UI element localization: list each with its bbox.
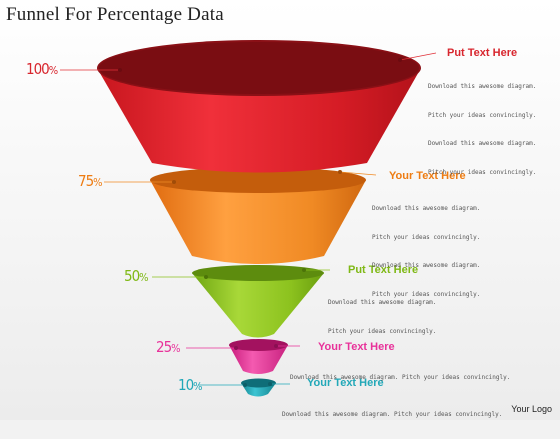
stage-description-25: Download this awesome diagram. Pitch you…: [290, 354, 510, 402]
funnel-stage-75: [150, 167, 366, 264]
logo-text: Your Logo: [511, 404, 552, 414]
funnel-stage-25: [229, 339, 288, 374]
description-line: Download this awesome diagram.: [372, 262, 481, 269]
percent-label-75: 75%: [78, 172, 103, 190]
funnel-stage-10: [241, 378, 276, 397]
description-line: Download this awesome diagram.: [328, 299, 437, 306]
description-line: Pitch your ideas convincingly.: [428, 168, 537, 176]
description-line: Download this awesome diagram.: [372, 205, 481, 212]
description-line: Download this awesome diagram. Pitch you…: [290, 374, 511, 381]
percent-label-100: 100%: [26, 60, 58, 78]
stage-heading-25: Your Text Here: [318, 341, 395, 353]
leader-lines: [60, 52, 437, 387]
funnel-stage-100: [97, 40, 421, 173]
slide: Funnel For Percentage Data: [0, 0, 560, 420]
funnel-diagram: [60, 40, 437, 397]
stage-heading-10: Your Text Here: [307, 377, 384, 389]
percent-label-50: 50%: [124, 267, 149, 285]
description-line: Pitch your ideas convincingly.: [328, 327, 437, 335]
description-line: Pitch your ideas convincingly.: [372, 233, 481, 241]
stage-heading-75: Your Text Here: [389, 170, 466, 182]
stage-description-50: Download this awesome diagram. Pitch you…: [328, 279, 436, 355]
percent-label-10: 10%: [178, 376, 203, 394]
stage-description-75: Download this awesome diagram. Pitch you…: [372, 185, 480, 318]
description-line: Pitch your ideas convincingly.: [372, 290, 481, 298]
stage-description-100: Download this awesome diagram. Pitch you…: [428, 63, 536, 196]
stage-heading-50: Put Text Here: [348, 264, 419, 276]
funnel-stage-50: [192, 265, 324, 338]
description-line: Pitch your ideas convincingly.: [428, 111, 537, 119]
slide-title: Funnel For Percentage Data: [6, 4, 224, 25]
description-line: Download this awesome diagram.: [428, 140, 537, 147]
description-line: Download this awesome diagram.: [428, 83, 537, 90]
description-line: Download this awesome diagram. Pitch you…: [282, 411, 503, 418]
stage-description-10: Download this awesome diagram. Pitch you…: [282, 391, 502, 439]
percent-label-25: 25%: [156, 338, 181, 356]
stage-heading-100: Put Text Here: [447, 47, 518, 59]
